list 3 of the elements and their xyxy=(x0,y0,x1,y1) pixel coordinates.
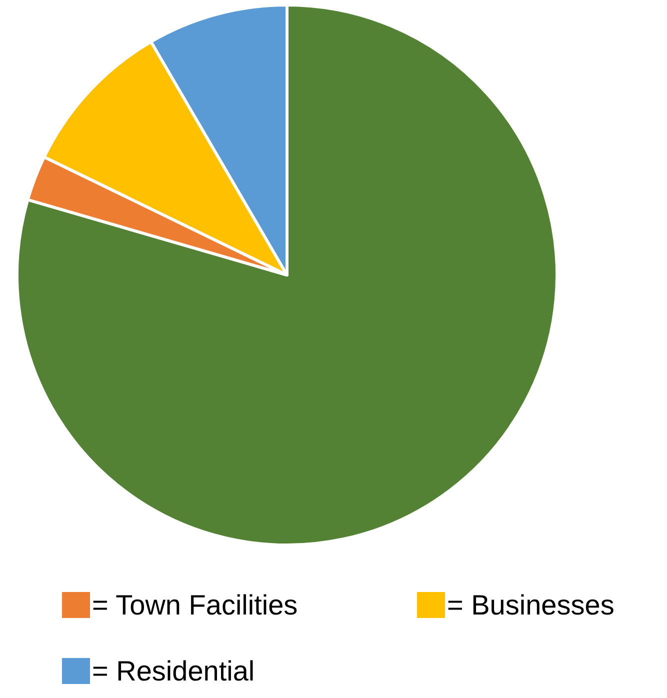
legend-label: = Residential xyxy=(92,656,255,686)
legend-label: = Businesses xyxy=(447,590,614,620)
legend-label: = Town Facilities xyxy=(92,590,298,620)
